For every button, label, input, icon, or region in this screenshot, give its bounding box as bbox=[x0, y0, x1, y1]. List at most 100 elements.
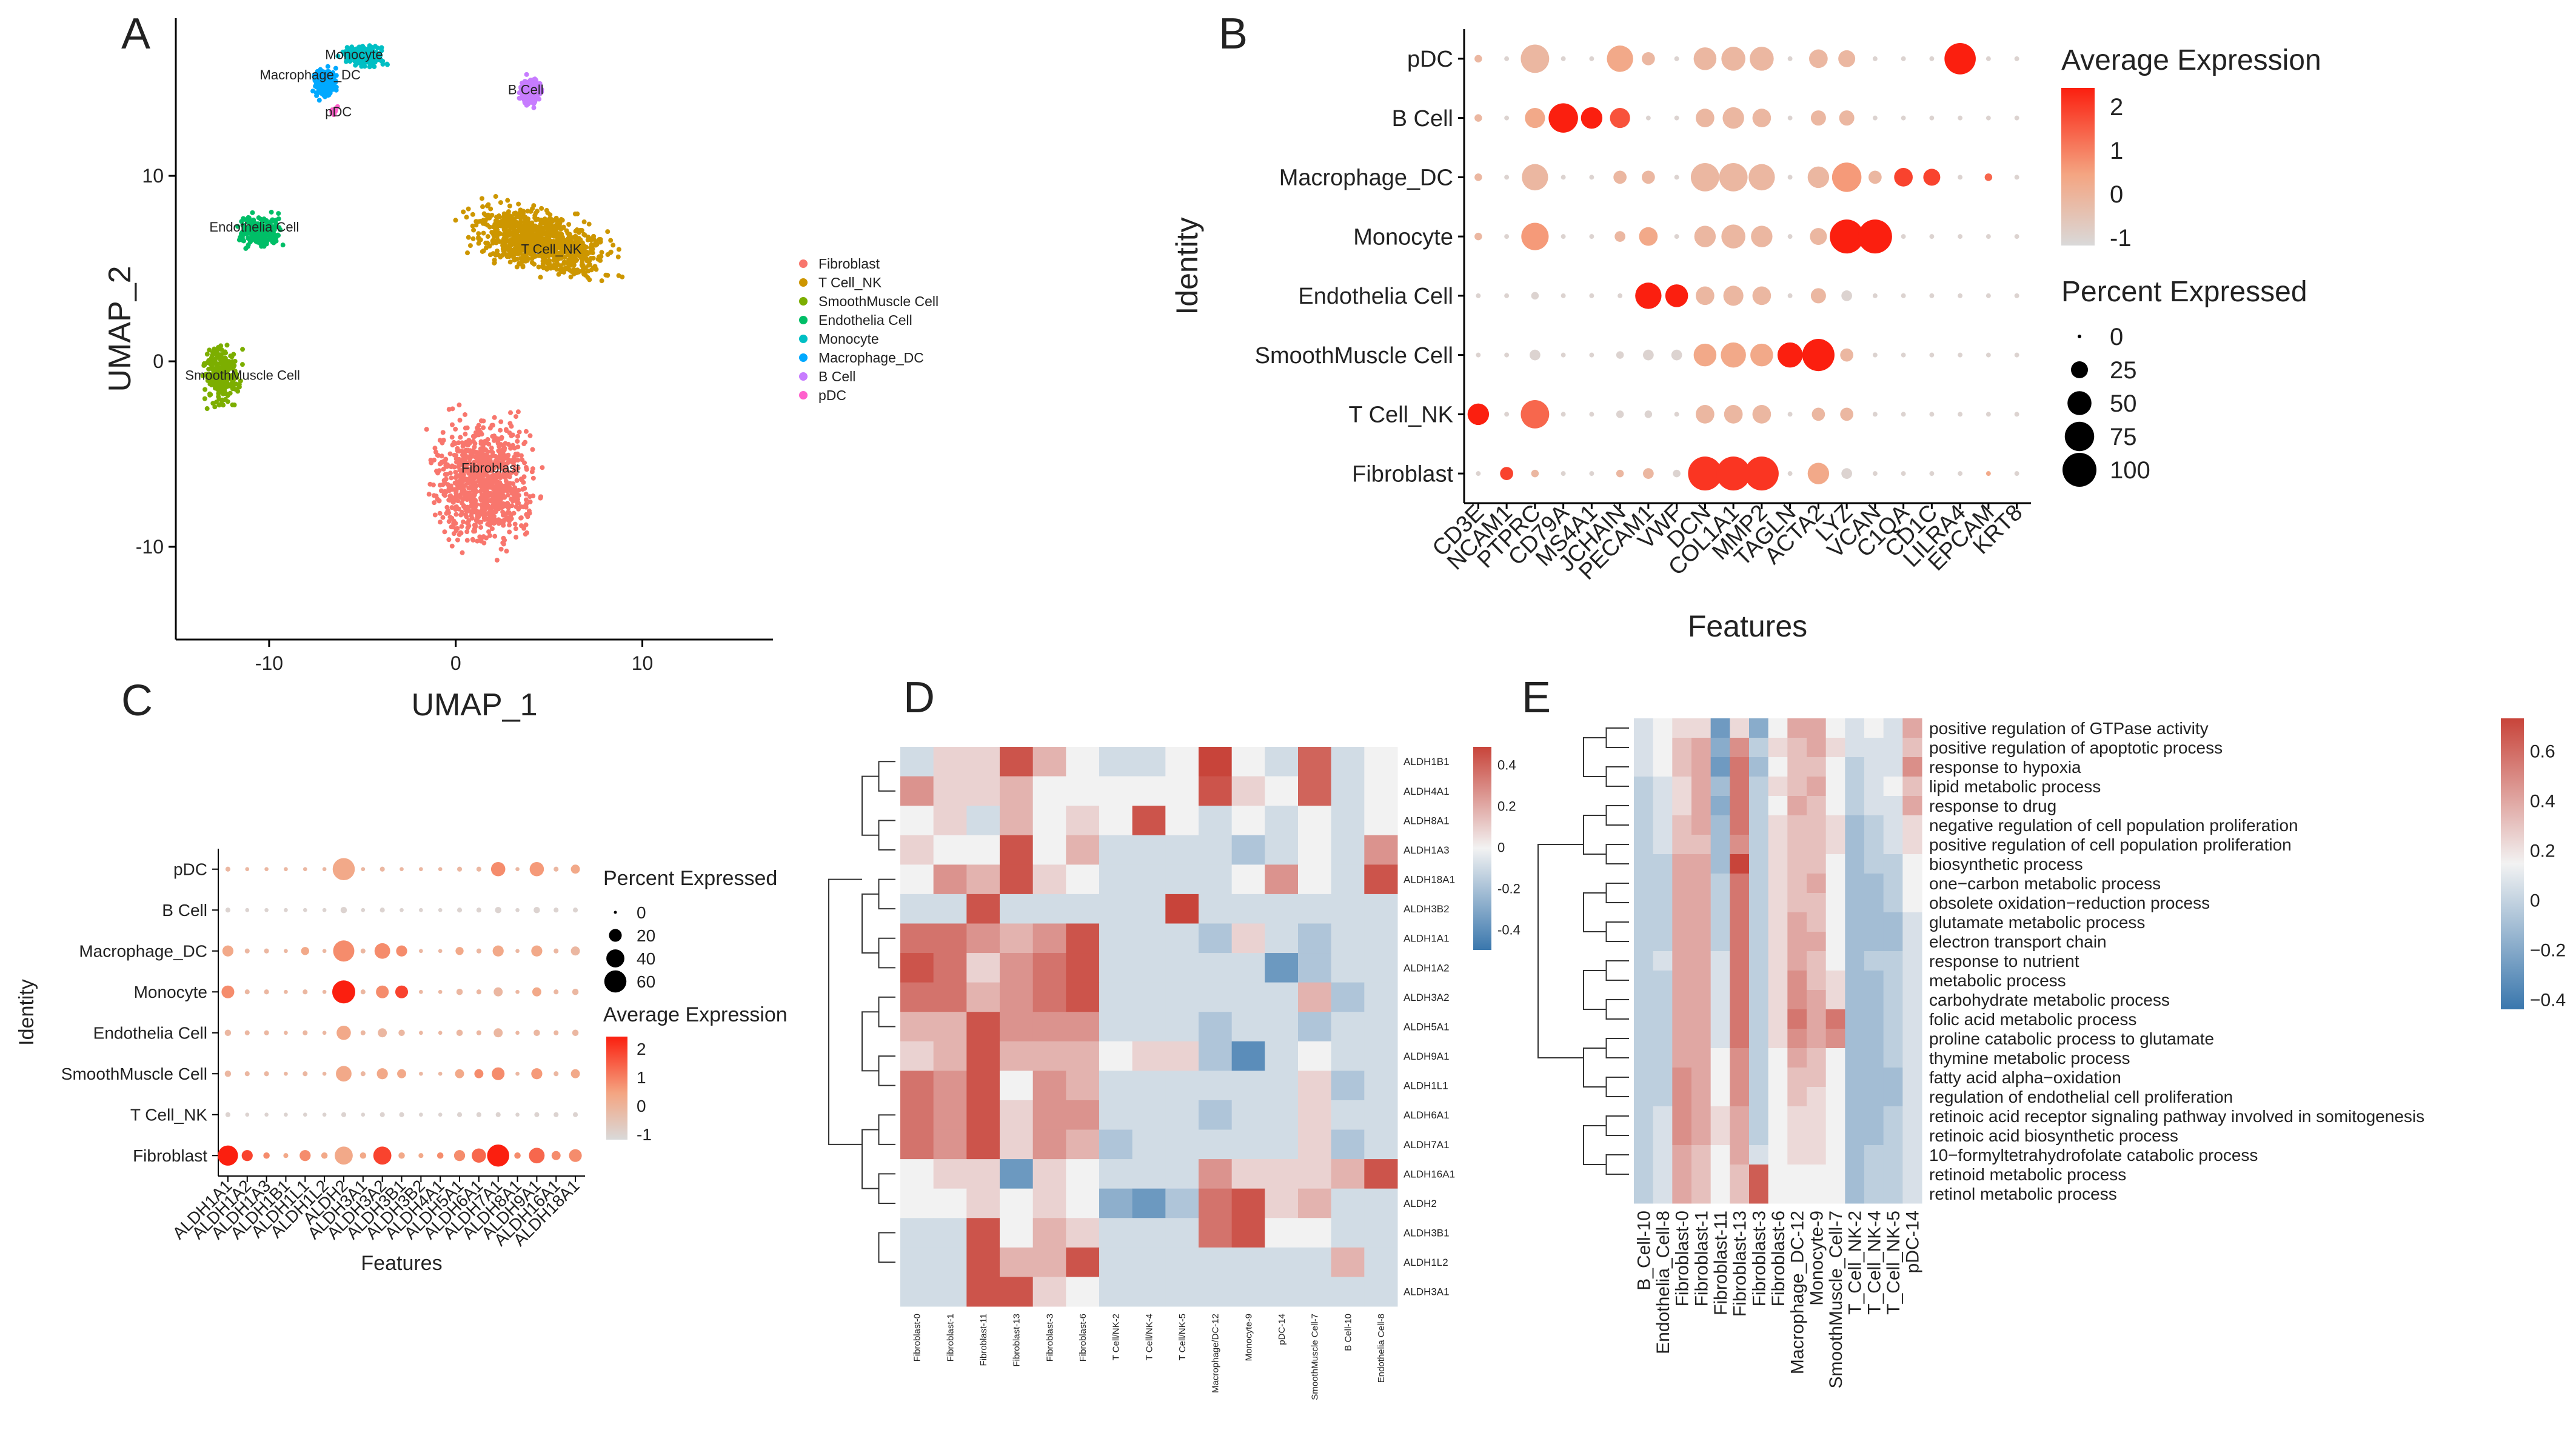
heat-cell bbox=[1672, 1048, 1692, 1068]
heat-cell bbox=[1298, 1012, 1332, 1042]
heat-cell bbox=[1298, 1100, 1332, 1131]
heat-cell bbox=[1032, 835, 1066, 865]
heat-cell bbox=[1364, 1071, 1398, 1101]
heat-cell bbox=[1883, 854, 1903, 874]
panel-d-heatmap: ALDH1B1 ALDH4A1 ALDH8A1 ALDH1A3 ALDH18A1 ALDH… bbox=[828, 747, 1521, 1400]
heat-cell bbox=[1672, 1184, 1692, 1204]
heat-cell bbox=[1730, 874, 1750, 894]
identity-label: pDC bbox=[1407, 47, 1453, 72]
heat-cell bbox=[1730, 1029, 1750, 1049]
heat-cell bbox=[1730, 951, 1750, 971]
heat-cell bbox=[1883, 1106, 1903, 1126]
dot bbox=[492, 1067, 505, 1080]
heat-cell bbox=[1845, 1087, 1865, 1107]
heat-cell bbox=[1231, 1041, 1265, 1071]
dot bbox=[1787, 56, 1793, 61]
dot bbox=[419, 1031, 423, 1035]
dot bbox=[514, 1152, 521, 1159]
heat-cell bbox=[1000, 1041, 1034, 1071]
dot bbox=[438, 949, 443, 954]
dot bbox=[1643, 349, 1654, 361]
heat-cell bbox=[1710, 893, 1730, 913]
dot bbox=[1832, 162, 1862, 192]
heat-cell bbox=[1199, 1159, 1233, 1189]
cluster-b-cell bbox=[517, 72, 544, 110]
dot bbox=[1530, 349, 1541, 361]
dot bbox=[1644, 410, 1653, 418]
colorbar-tick: −0.2 bbox=[2530, 941, 2566, 961]
dot bbox=[1872, 293, 1878, 298]
heat-cell bbox=[1902, 815, 1922, 835]
heat-cell bbox=[1165, 1012, 1199, 1042]
heat-cell bbox=[1787, 718, 1807, 738]
dot bbox=[1830, 219, 1864, 254]
heat-cell bbox=[1902, 718, 1922, 738]
legend-label: Endothelia Cell bbox=[818, 312, 912, 328]
dot bbox=[1841, 290, 1852, 301]
heat-cell bbox=[1672, 854, 1692, 874]
row-label: ALDH3B2 bbox=[1403, 903, 1450, 915]
dot bbox=[534, 1112, 540, 1117]
cluster-points bbox=[329, 104, 340, 118]
heat-cell bbox=[1691, 951, 1711, 971]
heat-cell bbox=[1864, 1029, 1884, 1049]
heat-cell bbox=[1331, 923, 1365, 954]
dot bbox=[397, 1069, 406, 1078]
heat-cell bbox=[933, 1188, 967, 1218]
heat-cell bbox=[1825, 1087, 1845, 1107]
y-axis-label: UMAP_2 bbox=[102, 266, 138, 392]
heat-cell bbox=[1691, 1184, 1711, 1204]
dot bbox=[1504, 56, 1510, 61]
legend-swatch bbox=[799, 335, 808, 343]
heat-cell bbox=[1672, 1087, 1692, 1107]
heat-cell bbox=[1099, 923, 1133, 954]
cluster-points bbox=[335, 43, 390, 70]
heat-cell bbox=[1691, 757, 1711, 777]
dot bbox=[299, 1150, 311, 1161]
heat-cell bbox=[1787, 951, 1807, 971]
dot bbox=[361, 907, 366, 912]
heat-cell bbox=[1902, 971, 1922, 991]
dot bbox=[438, 867, 443, 872]
heat-cell bbox=[1787, 815, 1807, 835]
cluster-pdc bbox=[329, 104, 340, 118]
dot bbox=[264, 1071, 269, 1077]
colorbar bbox=[1473, 747, 1491, 950]
heat-cell bbox=[1672, 738, 1692, 758]
dot bbox=[224, 1029, 232, 1037]
heat-cell bbox=[1364, 923, 1398, 954]
identity-label: T Cell_NK bbox=[1349, 403, 1453, 428]
heat-cell bbox=[933, 1071, 967, 1101]
heat-cell bbox=[900, 894, 934, 924]
heat-cell bbox=[1864, 835, 1884, 855]
row-label: response to nutrient bbox=[1929, 952, 2079, 971]
heat-cell bbox=[1768, 1184, 1788, 1204]
heat-cell bbox=[1845, 1029, 1865, 1049]
legend-swatch bbox=[799, 353, 808, 362]
colorbar-tick: 0.6 bbox=[2530, 742, 2555, 762]
dot bbox=[1901, 56, 1906, 61]
dot bbox=[1748, 164, 1775, 191]
heat-cell bbox=[1710, 1087, 1730, 1107]
heat-cell bbox=[1902, 796, 1922, 816]
heat-cell bbox=[1199, 923, 1233, 954]
heat-cell bbox=[1000, 1012, 1034, 1042]
color-legend-tick: 1 bbox=[637, 1068, 646, 1087]
heat-cell bbox=[1165, 1071, 1199, 1101]
heat-cell bbox=[1787, 1184, 1807, 1204]
heat-cell bbox=[1883, 932, 1903, 952]
heat-cell bbox=[1672, 932, 1692, 952]
heat-cell bbox=[1653, 777, 1673, 797]
dot bbox=[336, 1066, 352, 1082]
size-legend-title: Percent Expressed bbox=[603, 867, 777, 890]
dot bbox=[1810, 288, 1826, 304]
heat-cell bbox=[1364, 1188, 1398, 1218]
heat-cell bbox=[1730, 1068, 1750, 1088]
dot bbox=[284, 1112, 288, 1117]
dot bbox=[332, 980, 355, 1004]
heat-cell bbox=[1231, 982, 1265, 1012]
row-label: response to hypoxia bbox=[1929, 758, 2081, 777]
heat-cell bbox=[1364, 835, 1398, 865]
heat-cell bbox=[1231, 923, 1265, 954]
row-label: one−carbon metabolic process bbox=[1929, 874, 2161, 893]
